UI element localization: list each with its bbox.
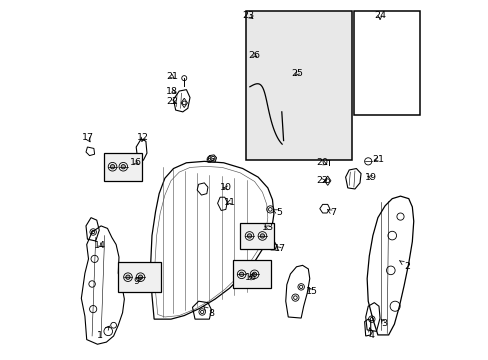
Bar [240,223,274,249]
Text: 4: 4 [368,328,374,341]
Circle shape [247,234,251,238]
Text: 1: 1 [97,326,109,341]
Text: 7: 7 [327,208,336,217]
Text: 25: 25 [291,69,303,78]
Text: 24: 24 [373,11,385,20]
Text: 5: 5 [273,208,282,217]
Text: 19: 19 [364,173,376,182]
Text: 16: 16 [244,273,256,282]
Bar [104,153,142,181]
Text: 14: 14 [94,241,106,250]
Text: 12: 12 [137,133,149,142]
Text: 22: 22 [316,176,328,185]
Bar [233,260,270,288]
Text: 26: 26 [248,51,260,60]
Circle shape [121,165,125,169]
Text: 16: 16 [130,158,142,167]
Text: 17: 17 [273,244,285,253]
Bar [246,12,351,160]
Bar [118,262,160,292]
Text: 23: 23 [242,11,254,20]
Circle shape [138,275,142,279]
Text: 9: 9 [133,276,142,285]
Circle shape [125,275,130,279]
Text: 8: 8 [203,306,214,318]
Circle shape [260,234,264,238]
Text: 6: 6 [204,156,214,165]
Text: 10: 10 [220,183,231,192]
Text: 18: 18 [166,86,178,95]
Text: 15: 15 [305,287,317,296]
Circle shape [252,272,256,276]
Text: 13: 13 [261,223,273,232]
Text: 2: 2 [399,261,410,271]
Text: 3: 3 [380,319,386,328]
Text: 20: 20 [316,158,328,167]
Text: 17: 17 [81,133,93,142]
Circle shape [110,165,115,169]
Text: 21: 21 [166,72,178,81]
Text: 21: 21 [371,155,383,164]
Circle shape [239,272,244,276]
Text: 11: 11 [223,198,235,207]
Text: 22: 22 [166,97,178,106]
Bar [353,12,419,116]
